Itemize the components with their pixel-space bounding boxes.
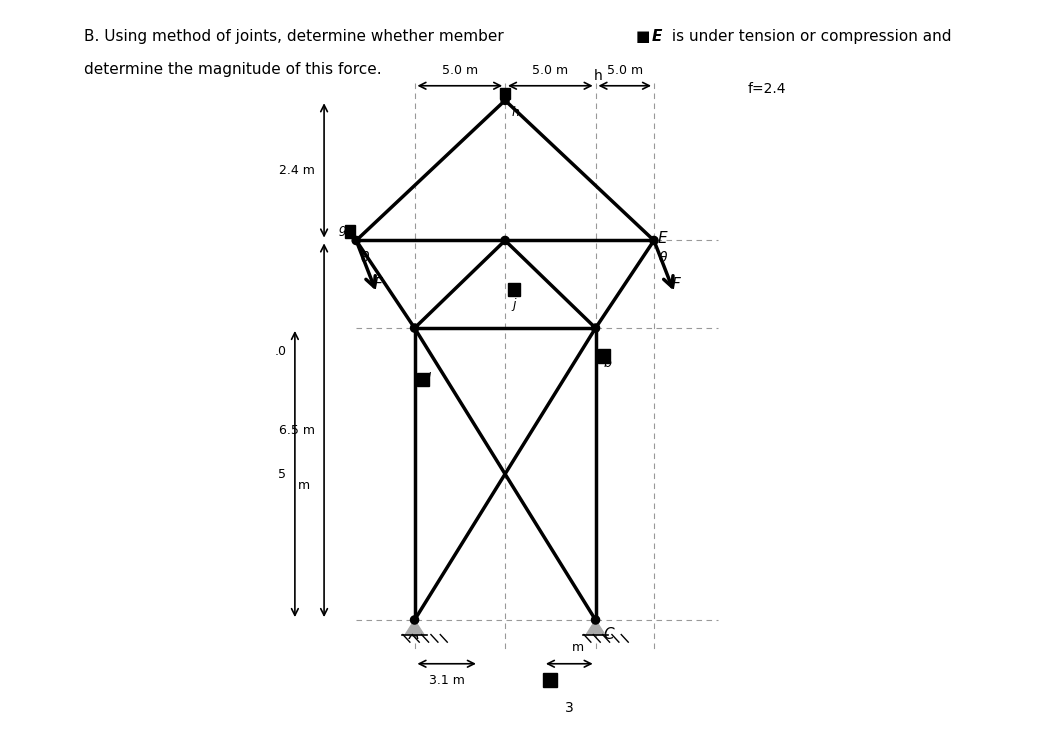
Text: 3.1 m: 3.1 m bbox=[429, 673, 465, 687]
Text: ■: ■ bbox=[636, 29, 651, 44]
Text: $g$: $g$ bbox=[338, 223, 348, 238]
Bar bbox=[508, 283, 519, 296]
Bar bbox=[345, 225, 355, 238]
Text: 3: 3 bbox=[564, 701, 574, 714]
Text: $E$: $E$ bbox=[657, 230, 668, 245]
Text: $d$: $d$ bbox=[421, 370, 432, 385]
Circle shape bbox=[411, 617, 418, 623]
Text: $C$: $C$ bbox=[602, 626, 615, 642]
Text: $A$: $A$ bbox=[409, 626, 420, 642]
Text: $\theta$: $\theta$ bbox=[658, 250, 667, 266]
Text: .0: .0 bbox=[274, 345, 286, 358]
Polygon shape bbox=[586, 620, 605, 635]
Bar bbox=[417, 373, 429, 386]
Text: m: m bbox=[572, 640, 584, 654]
Circle shape bbox=[592, 324, 600, 332]
Text: m: m bbox=[297, 479, 310, 492]
Circle shape bbox=[592, 616, 600, 624]
Text: $F$: $F$ bbox=[373, 276, 384, 292]
Circle shape bbox=[501, 97, 509, 105]
Bar bbox=[500, 88, 511, 100]
Text: 6.5 m: 6.5 m bbox=[280, 424, 315, 437]
Text: $j$: $j$ bbox=[511, 296, 518, 313]
Text: 5.0 m: 5.0 m bbox=[441, 64, 478, 77]
Text: $b$: $b$ bbox=[602, 356, 612, 370]
Text: 5: 5 bbox=[279, 468, 286, 480]
Text: determine the magnitude of this force.: determine the magnitude of this force. bbox=[84, 62, 382, 77]
Text: 2.4 m: 2.4 m bbox=[280, 164, 315, 177]
Text: f=2.4: f=2.4 bbox=[747, 82, 786, 96]
Bar bbox=[598, 349, 610, 363]
Polygon shape bbox=[406, 620, 424, 635]
Circle shape bbox=[501, 236, 509, 244]
Circle shape bbox=[411, 324, 418, 332]
Text: h: h bbox=[594, 69, 602, 83]
Text: 5.0 m: 5.0 m bbox=[532, 64, 569, 77]
Text: $F$: $F$ bbox=[671, 276, 682, 292]
Circle shape bbox=[593, 617, 599, 623]
Bar bbox=[543, 673, 557, 687]
Circle shape bbox=[411, 616, 418, 624]
Text: B. Using method of joints, determine whether member: B. Using method of joints, determine whe… bbox=[84, 29, 503, 44]
Text: $\theta$: $\theta$ bbox=[359, 250, 370, 266]
Circle shape bbox=[650, 236, 658, 244]
Text: $h$: $h$ bbox=[511, 105, 520, 119]
Text: is under tension or compression and: is under tension or compression and bbox=[667, 29, 952, 44]
Circle shape bbox=[352, 236, 360, 244]
Text: E: E bbox=[652, 29, 662, 44]
Text: 5.0 m: 5.0 m bbox=[606, 64, 643, 77]
